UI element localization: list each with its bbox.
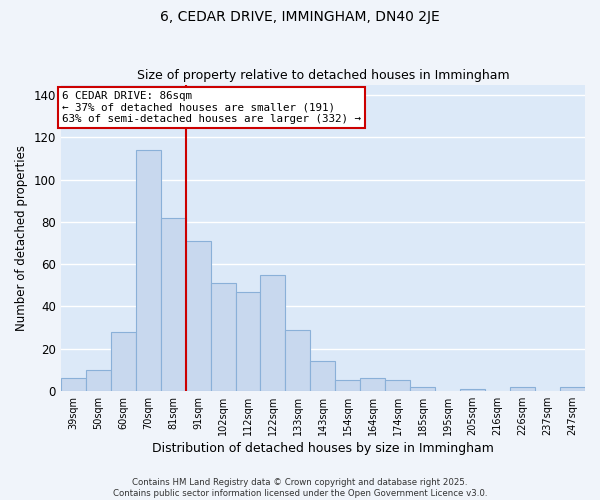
X-axis label: Distribution of detached houses by size in Immingham: Distribution of detached houses by size … — [152, 442, 494, 455]
Title: Size of property relative to detached houses in Immingham: Size of property relative to detached ho… — [137, 69, 509, 82]
Bar — [61, 378, 86, 391]
Text: 6 CEDAR DRIVE: 86sqm
← 37% of detached houses are smaller (191)
63% of semi-deta: 6 CEDAR DRIVE: 86sqm ← 37% of detached h… — [62, 91, 361, 124]
Bar — [560, 386, 585, 391]
Bar — [410, 386, 435, 391]
Bar — [236, 292, 260, 391]
Bar — [310, 361, 335, 391]
Bar — [510, 386, 535, 391]
Bar — [185, 241, 211, 391]
Bar — [136, 150, 161, 391]
Bar — [385, 380, 410, 391]
Bar — [86, 370, 111, 391]
Bar — [361, 378, 385, 391]
Bar — [286, 330, 310, 391]
Bar — [211, 283, 236, 391]
Bar — [111, 332, 136, 391]
Bar — [260, 274, 286, 391]
Bar — [335, 380, 361, 391]
Y-axis label: Number of detached properties: Number of detached properties — [15, 144, 28, 330]
Bar — [460, 388, 485, 391]
Bar — [161, 218, 185, 391]
Text: 6, CEDAR DRIVE, IMMINGHAM, DN40 2JE: 6, CEDAR DRIVE, IMMINGHAM, DN40 2JE — [160, 10, 440, 24]
Text: Contains HM Land Registry data © Crown copyright and database right 2025.
Contai: Contains HM Land Registry data © Crown c… — [113, 478, 487, 498]
